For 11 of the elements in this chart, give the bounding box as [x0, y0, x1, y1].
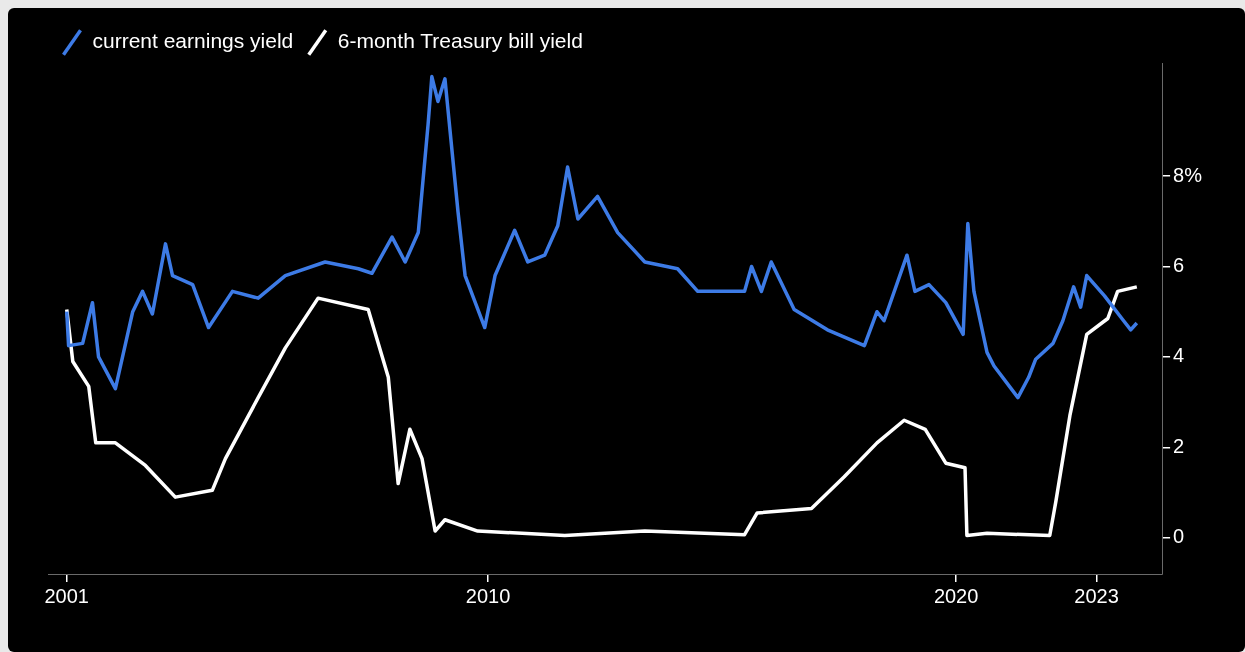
x-tick-label: 2020 [933, 584, 979, 607]
y-tick-label: 4 [1173, 344, 1185, 367]
y-tick-label: 8% [1173, 163, 1203, 186]
y-tick-label: 6 [1173, 254, 1185, 277]
y-tick-label: 0 [1173, 525, 1185, 548]
y-tick-label: 2 [1173, 434, 1185, 457]
legend-label: current earnings yield [92, 29, 294, 53]
legend-label: 6-month Treasury bill yield [337, 29, 583, 53]
x-tick-label: 2023 [1074, 584, 1119, 607]
x-tick-label: 2001 [44, 584, 89, 607]
x-tick-label: 2010 [465, 584, 511, 607]
